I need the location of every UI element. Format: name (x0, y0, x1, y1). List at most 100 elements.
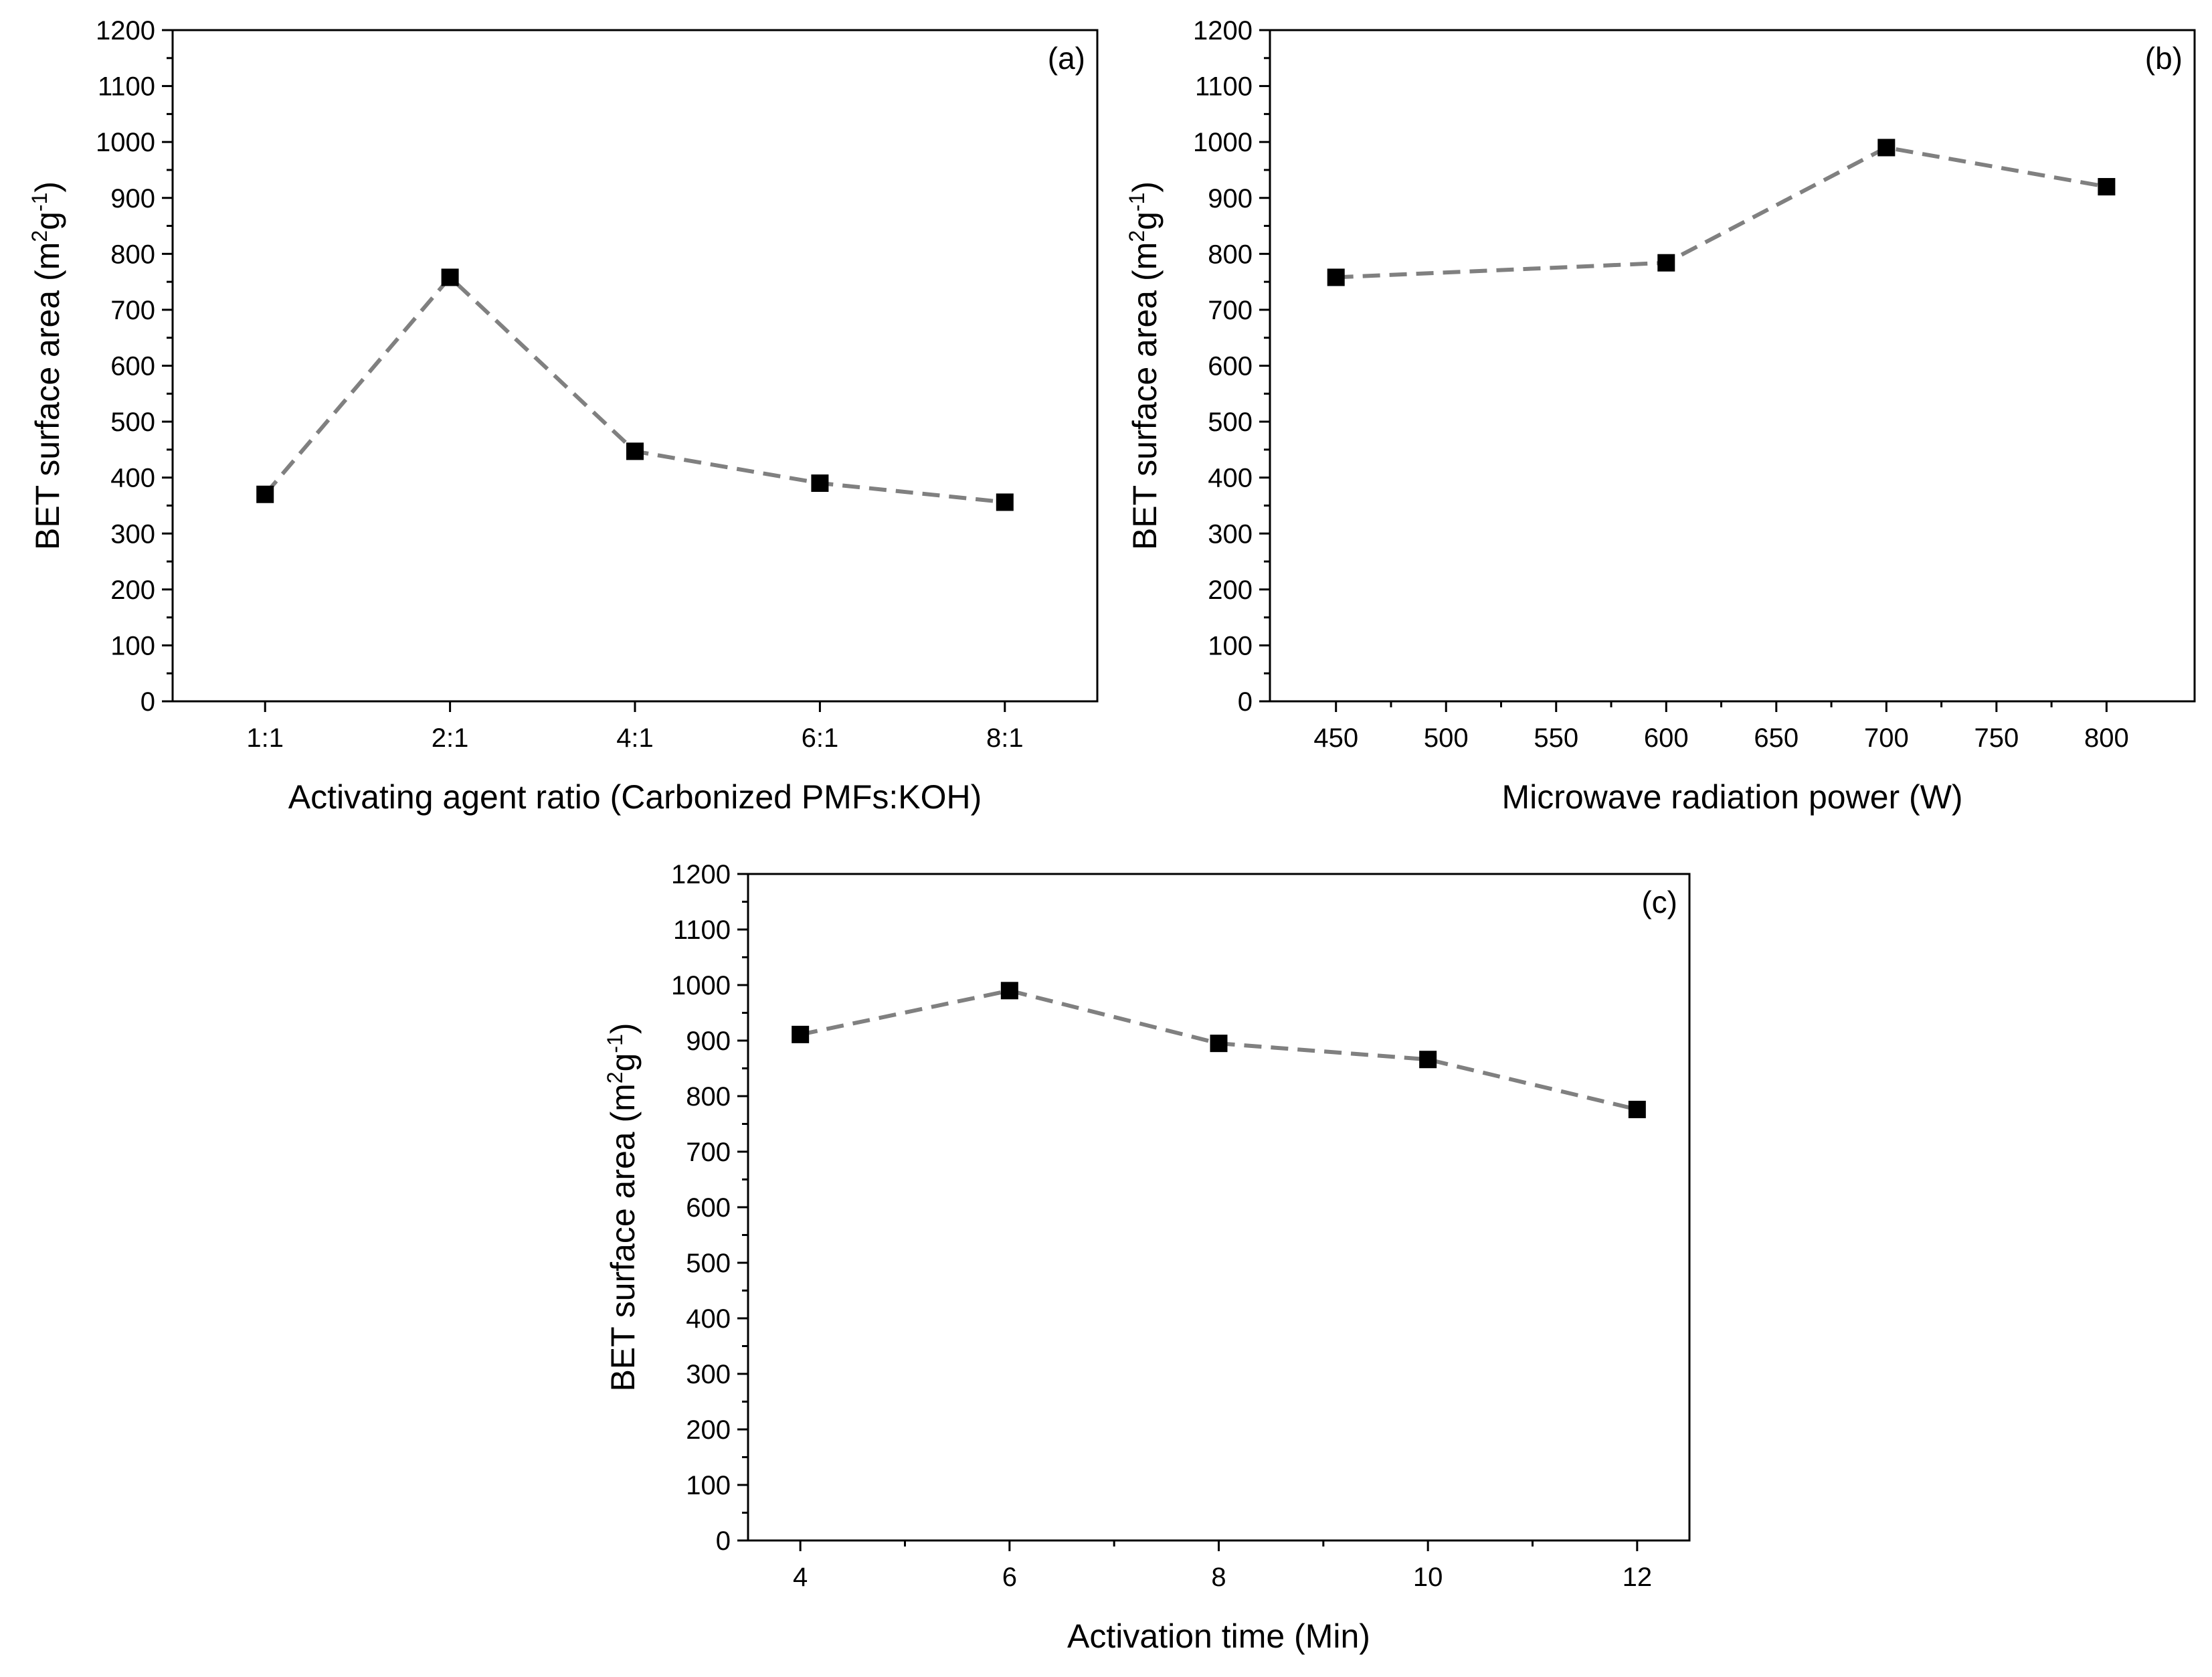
panel-c-y-tick-label: 100 (686, 1471, 731, 1500)
panel-c-y-axis-label-sup2: -1 (603, 1034, 627, 1053)
panel-c-y-tick-label: 400 (686, 1304, 731, 1334)
panel-b-y-tick-label: 600 (1208, 352, 1253, 381)
panel-c-data-point (1628, 1100, 1646, 1118)
panel-c-data-point (792, 1025, 810, 1043)
panel-a-y-tick-label: 500 (110, 408, 155, 437)
panel-a: 0 100 200 300 400 500 600 700 800 900 1000 1100 1200… (27, 16, 1099, 816)
panel-c-y-tick-label: 1200 (671, 860, 731, 889)
panel-c-data-point (1210, 1035, 1228, 1053)
panel-a-panel-tag: (a) (1048, 41, 1085, 76)
panel-c-panel-tag: (c) (1641, 885, 1677, 919)
panel-b-data-point (1327, 268, 1345, 286)
panel-a-y-tick-label: 1100 (98, 72, 155, 102)
panel-c-y-tick-label: 0 (716, 1526, 731, 1556)
panel-a-y-tick-label: 200 (110, 576, 155, 605)
panel-c-x-tick-label: 6 (1002, 1563, 1017, 1592)
panel-a-data-point (256, 485, 274, 503)
panel-a-y-tick-label: 400 (110, 464, 155, 493)
panel-a-y-tick-label: 1200 (96, 16, 155, 46)
panel-a-y-axis-label-sup2: -1 (27, 193, 52, 211)
panel-b-y-axis-label-main: BET surface area (m (1126, 242, 1164, 550)
panel-a-plot-frame (171, 29, 1099, 703)
panel-b-y-axis-label: BET surface area (m2g-1) (1125, 181, 1164, 550)
panel-b-data-point (1657, 254, 1675, 272)
panel-c-y-axis-label-sup1: 2 (603, 1071, 627, 1083)
panel-b-data-point (2098, 178, 2116, 196)
panel-a-y-axis-label-main: BET surface area (m (29, 242, 66, 550)
panel-c-y-tick-label: 600 (686, 1193, 731, 1223)
panel-c-x-tick-label: 10 (1413, 1563, 1443, 1592)
panel-a-x-tick-label: 8:1 (986, 723, 1024, 753)
panel-b-x-axis-label: Microwave radiation power (W) (1501, 778, 1962, 816)
panel-b-series-line (1335, 145, 2107, 280)
panel-c-y-axis-label: BET surface area (m2g-1) (603, 1023, 642, 1391)
panel-c-y-tick-label: 900 (686, 1027, 731, 1056)
panel-a-series-line (263, 274, 1006, 505)
panel-b-y-axis-label-end: ) (1126, 181, 1164, 193)
panel-b-panel-tag: (b) (2145, 41, 2183, 76)
panel-a-y-axis-label-mid: g (29, 211, 66, 230)
panel-b-y-tick-label: 900 (1208, 184, 1253, 213)
panel-b-x-tick-label: 450 (1313, 723, 1358, 753)
panel-a-x-tick-label: 1:1 (246, 723, 284, 753)
panel-b-x-tick-label: 500 (1424, 723, 1469, 753)
panel-a-y-tick-label: 100 (110, 631, 155, 660)
panel-c-plot-frame (747, 873, 1691, 1542)
panel-b-x-tick-label: 550 (1534, 723, 1578, 753)
panel-b-y-axis-label-sup2: -1 (1125, 193, 1149, 211)
panel-b-x-tick-label: 600 (1644, 723, 1689, 753)
panel-b-x-tick-label: 700 (1864, 723, 1909, 753)
panel-b-y-tick-label: 300 (1208, 519, 1253, 549)
panel-c-y-tick-label: 200 (686, 1415, 731, 1445)
panel-c-y-tick-label: 300 (686, 1360, 731, 1389)
panel-a-y-tick-label: 800 (110, 240, 155, 269)
panel-b-data-point (1877, 139, 1896, 157)
panel-c-x-tick-label: 4 (793, 1563, 808, 1592)
panel-b-x-tick-label: 650 (1754, 723, 1799, 753)
panel-c-y-axis-label-main: BET surface area (m (604, 1083, 642, 1391)
panel-a-y-tick-label: 1000 (96, 128, 155, 157)
panel-b-y-tick-label: 800 (1208, 240, 1253, 269)
panel-b-plot-frame (1269, 29, 2196, 703)
panel-b-y-tick-label: 1000 (1193, 128, 1253, 157)
panel-b-y-tick-label: 1200 (1193, 16, 1253, 46)
panel-b-y-axis-label-sup1: 2 (1125, 230, 1149, 242)
panel-c-y-axis-label-mid: g (604, 1053, 642, 1072)
panel-a-y-axis-label-end: ) (29, 181, 66, 193)
panel-b-y-tick-label: 200 (1208, 576, 1253, 605)
panel-a-y-tick-label: 600 (110, 352, 155, 381)
panel-a-y-tick-label: 900 (110, 184, 155, 213)
panel-c-x-axis-label: Activation time (Min) (1067, 1617, 1370, 1655)
panel-a-y-tick-label: 300 (110, 519, 155, 549)
panel-a-data-point (441, 268, 459, 286)
panel-a-y-axis-label-sup1: 2 (27, 230, 52, 242)
panel-a-x-tick-label: 4:1 (616, 723, 654, 753)
panel-c-y-tick-label: 800 (686, 1082, 731, 1112)
panel-b: 0 100 200 300 400 500 600 700 800 900 1000 1100 1200… (1125, 16, 2196, 816)
panel-b-y-tick-label: 0 (1238, 687, 1253, 717)
panel-a-x-tick-label: 2:1 (432, 723, 469, 753)
panel-b-x-tick-label: 750 (1974, 723, 2019, 753)
panel-a-x-axis-label: Activating agent ratio (Carbonized PMFs:… (288, 778, 982, 816)
panel-c-y-tick-label: 500 (686, 1249, 731, 1278)
panel-b-y-tick-label: 700 (1208, 296, 1253, 325)
panel-a-x-tick-label: 6:1 (802, 723, 839, 753)
panel-b-y-tick-label: 500 (1208, 408, 1253, 437)
panel-c-data-point (1000, 982, 1018, 1000)
panel-b-y-tick-label: 100 (1208, 631, 1253, 660)
panel-a-y-tick-label: 0 (141, 687, 155, 717)
panel-c-y-axis-label-end: ) (604, 1023, 642, 1034)
panel-c-x-tick-label: 12 (1623, 1563, 1653, 1592)
panel-a-y-tick-label: 700 (110, 296, 155, 325)
panel-a-data-point (996, 493, 1014, 511)
panel-a-data-point (811, 474, 829, 493)
panel-b-x-tick-label: 800 (2084, 723, 2129, 753)
panel-b-y-tick-label: 400 (1208, 464, 1253, 493)
panel-c: 0 100 200 300 400 500 600 700 800 900 1000 1100 1200… (603, 860, 1691, 1655)
panel-c-y-tick-label: 700 (686, 1138, 731, 1167)
panel-b-y-axis-label-mid: g (1126, 211, 1164, 230)
panel-b-y-tick-label: 1100 (1195, 72, 1253, 102)
panel-c-y-tick-label: 1100 (673, 915, 731, 945)
panel-c-y-tick-label: 1000 (671, 971, 731, 1000)
